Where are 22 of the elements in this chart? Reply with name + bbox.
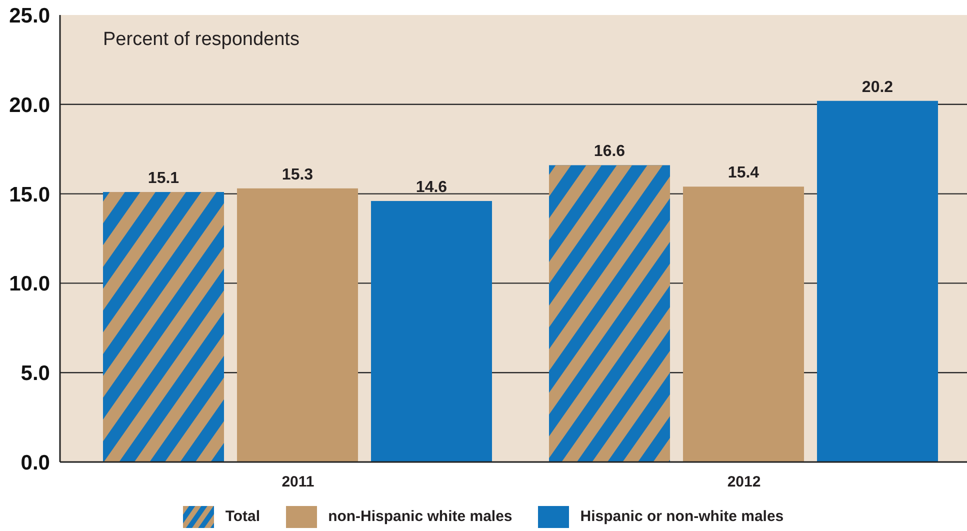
data-label: 14.6 xyxy=(416,178,448,196)
y-tick-label: 0.0 xyxy=(20,451,50,474)
bar xyxy=(237,188,358,462)
bar xyxy=(817,100,938,462)
data-label: 20.2 xyxy=(862,78,894,96)
data-label: 16.6 xyxy=(594,143,626,160)
bar xyxy=(371,200,492,462)
bar xyxy=(683,186,804,462)
data-label: 15.3 xyxy=(282,166,314,184)
y-axis-title: Percent of respondents xyxy=(103,29,300,51)
y-tick-label: 25.0 xyxy=(9,4,50,28)
x-tick-label: 2012 xyxy=(727,474,761,491)
legend-label: non-Hispanic white males xyxy=(328,508,512,525)
x-tick-label: 2011 xyxy=(282,474,314,491)
legend-label: Hispanic or non-white males xyxy=(580,508,784,525)
y-tick-label: 20.0 xyxy=(9,94,50,117)
data-label: 15.1 xyxy=(148,170,180,188)
y-tick-label: 10.0 xyxy=(9,272,50,296)
y-tick-label: 5.0 xyxy=(20,362,50,386)
y-tick-label: 15.0 xyxy=(9,183,50,206)
legend-label: Total xyxy=(225,508,260,525)
data-label: 15.4 xyxy=(728,164,760,182)
